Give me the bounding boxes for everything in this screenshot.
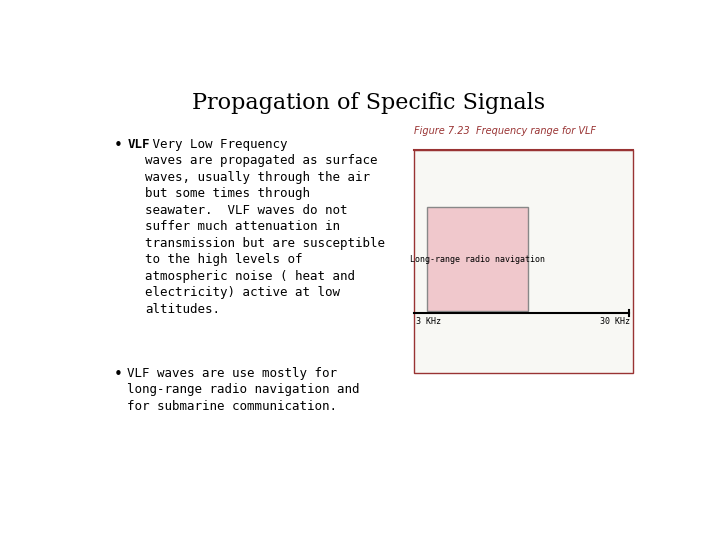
Text: Propagation of Specific Signals: Propagation of Specific Signals [192,92,546,114]
Bar [427,207,528,311]
Text: •: • [113,138,122,153]
Text: Very Low Frequency
waves are propagated as surface
waves, usually through the ai: Very Low Frequency waves are propagated … [145,138,385,316]
Text: •: • [113,367,122,382]
Bar [414,150,632,373]
Text: VLF: VLF [127,138,150,151]
Text: 30 KHz: 30 KHz [600,316,630,326]
Text: Figure 7.23  Frequency range for VLF: Figure 7.23 Frequency range for VLF [414,126,596,136]
Text: 3 KHz: 3 KHz [415,316,441,326]
Text: Long-range radio navigation: Long-range radio navigation [410,255,545,264]
Text: VLF waves are use mostly for
long-range radio navigation and
for submarine commu: VLF waves are use mostly for long-range … [127,367,360,413]
